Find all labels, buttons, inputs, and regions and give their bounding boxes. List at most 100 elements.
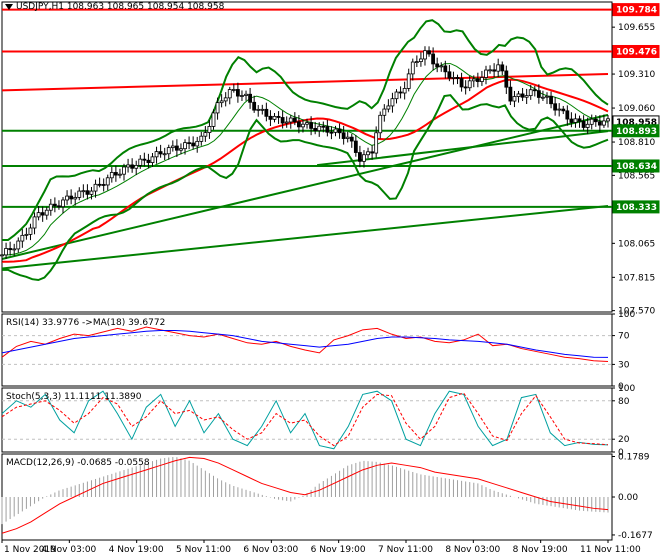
- candle: [516, 90, 521, 103]
- candle-body: [394, 91, 399, 100]
- candle: [410, 58, 415, 81]
- candle-body: [374, 132, 379, 154]
- candle: [386, 99, 391, 113]
- trend-line-0: [1, 204, 609, 270]
- candle-body: [231, 89, 236, 91]
- candle: [333, 125, 338, 137]
- macd-tick: 0.1789: [618, 453, 650, 463]
- candle-body: [191, 142, 196, 147]
- candle-body: [423, 50, 427, 60]
- candle-body: [284, 121, 289, 124]
- candle: [374, 126, 379, 158]
- candle: [471, 75, 476, 88]
- candle: [113, 165, 118, 182]
- candle-body: [52, 203, 57, 207]
- candle-body: [329, 131, 334, 134]
- candle: [199, 131, 204, 146]
- candle-body: [451, 77, 456, 79]
- price-tag-1: 109.476: [612, 44, 660, 58]
- candle: [382, 104, 387, 122]
- stoch-k-line: [1, 390, 609, 450]
- candle-body: [223, 97, 228, 102]
- candle: [484, 65, 488, 85]
- candle: [187, 136, 191, 150]
- candle-body: [333, 128, 338, 133]
- candle-body: [532, 89, 537, 92]
- candle: [455, 74, 460, 85]
- candle-body: [431, 53, 436, 65]
- candle: [203, 126, 208, 142]
- rsi-tick: 0: [618, 382, 624, 392]
- candle-body: [528, 89, 533, 97]
- candle-body: [296, 121, 301, 128]
- price-tick: 107.815: [618, 273, 655, 283]
- candle: [549, 91, 553, 109]
- candle-body: [341, 132, 346, 139]
- candle-body: [414, 61, 419, 64]
- macd-title: MACD(12,26,9) -0.0685 -0.0558: [6, 458, 150, 468]
- ohlc-values: 108.963 108.965 108.954 108.958: [66, 2, 225, 12]
- candle: [569, 112, 574, 128]
- candle-body: [520, 93, 525, 98]
- candle: [325, 119, 330, 137]
- candle-body: [471, 78, 476, 82]
- candle: [353, 134, 358, 157]
- candle-body: [512, 96, 517, 102]
- candle-body: [150, 156, 155, 164]
- candle: [170, 140, 175, 152]
- candle-body: [4, 248, 8, 256]
- candle-body: [122, 166, 126, 175]
- candle-body: [553, 103, 558, 111]
- candle-body: [313, 128, 318, 132]
- candle-body: [240, 95, 244, 97]
- candle-body: [378, 114, 383, 134]
- candle-body: [398, 91, 403, 94]
- candle: [179, 143, 183, 155]
- candle-body: [500, 64, 505, 72]
- candle: [174, 139, 179, 158]
- candle-body: [280, 117, 285, 124]
- candle: [553, 97, 558, 116]
- candle-body: [459, 78, 464, 88]
- candle: [40, 206, 45, 222]
- candle-body: [496, 64, 501, 72]
- candle: [240, 90, 244, 102]
- candle: [309, 116, 314, 136]
- candle: [122, 163, 126, 181]
- candle-body: [565, 110, 570, 120]
- time-tick: 8 Nov 03:00: [445, 545, 500, 555]
- candle: [378, 111, 383, 139]
- candle-body: [589, 118, 594, 125]
- candle: [134, 160, 139, 176]
- candle-body: [81, 190, 86, 193]
- candle-body: [61, 199, 65, 208]
- candle-body: [215, 102, 220, 114]
- rsi-tick: 100: [618, 310, 635, 320]
- candle-body: [366, 151, 370, 156]
- price-tag-5: 108.333: [612, 200, 660, 214]
- candle-body: [427, 50, 431, 55]
- candle: [65, 190, 69, 205]
- candle: [211, 109, 216, 130]
- candle-body: [581, 120, 586, 128]
- candle-body: [317, 125, 322, 132]
- candle-body: [203, 132, 208, 137]
- candle-body: [455, 77, 460, 79]
- stoch-tick: 20: [618, 435, 630, 445]
- candle: [20, 229, 25, 248]
- candle-body: [467, 80, 472, 89]
- candle-body: [573, 118, 578, 123]
- candle: [183, 139, 187, 155]
- candle: [231, 83, 236, 93]
- price-tag-label: 108.893: [616, 127, 657, 137]
- candle: [93, 179, 98, 198]
- price-tag-label: 108.634: [616, 162, 657, 172]
- candle-body: [561, 108, 566, 112]
- candle: [32, 212, 37, 235]
- candle: [317, 122, 322, 137]
- symbol-dropdown-icon[interactable]: [5, 4, 13, 10]
- candle: [158, 144, 163, 158]
- candle: [492, 63, 497, 78]
- price-tick: 107.570: [618, 307, 655, 317]
- candle: [597, 115, 602, 132]
